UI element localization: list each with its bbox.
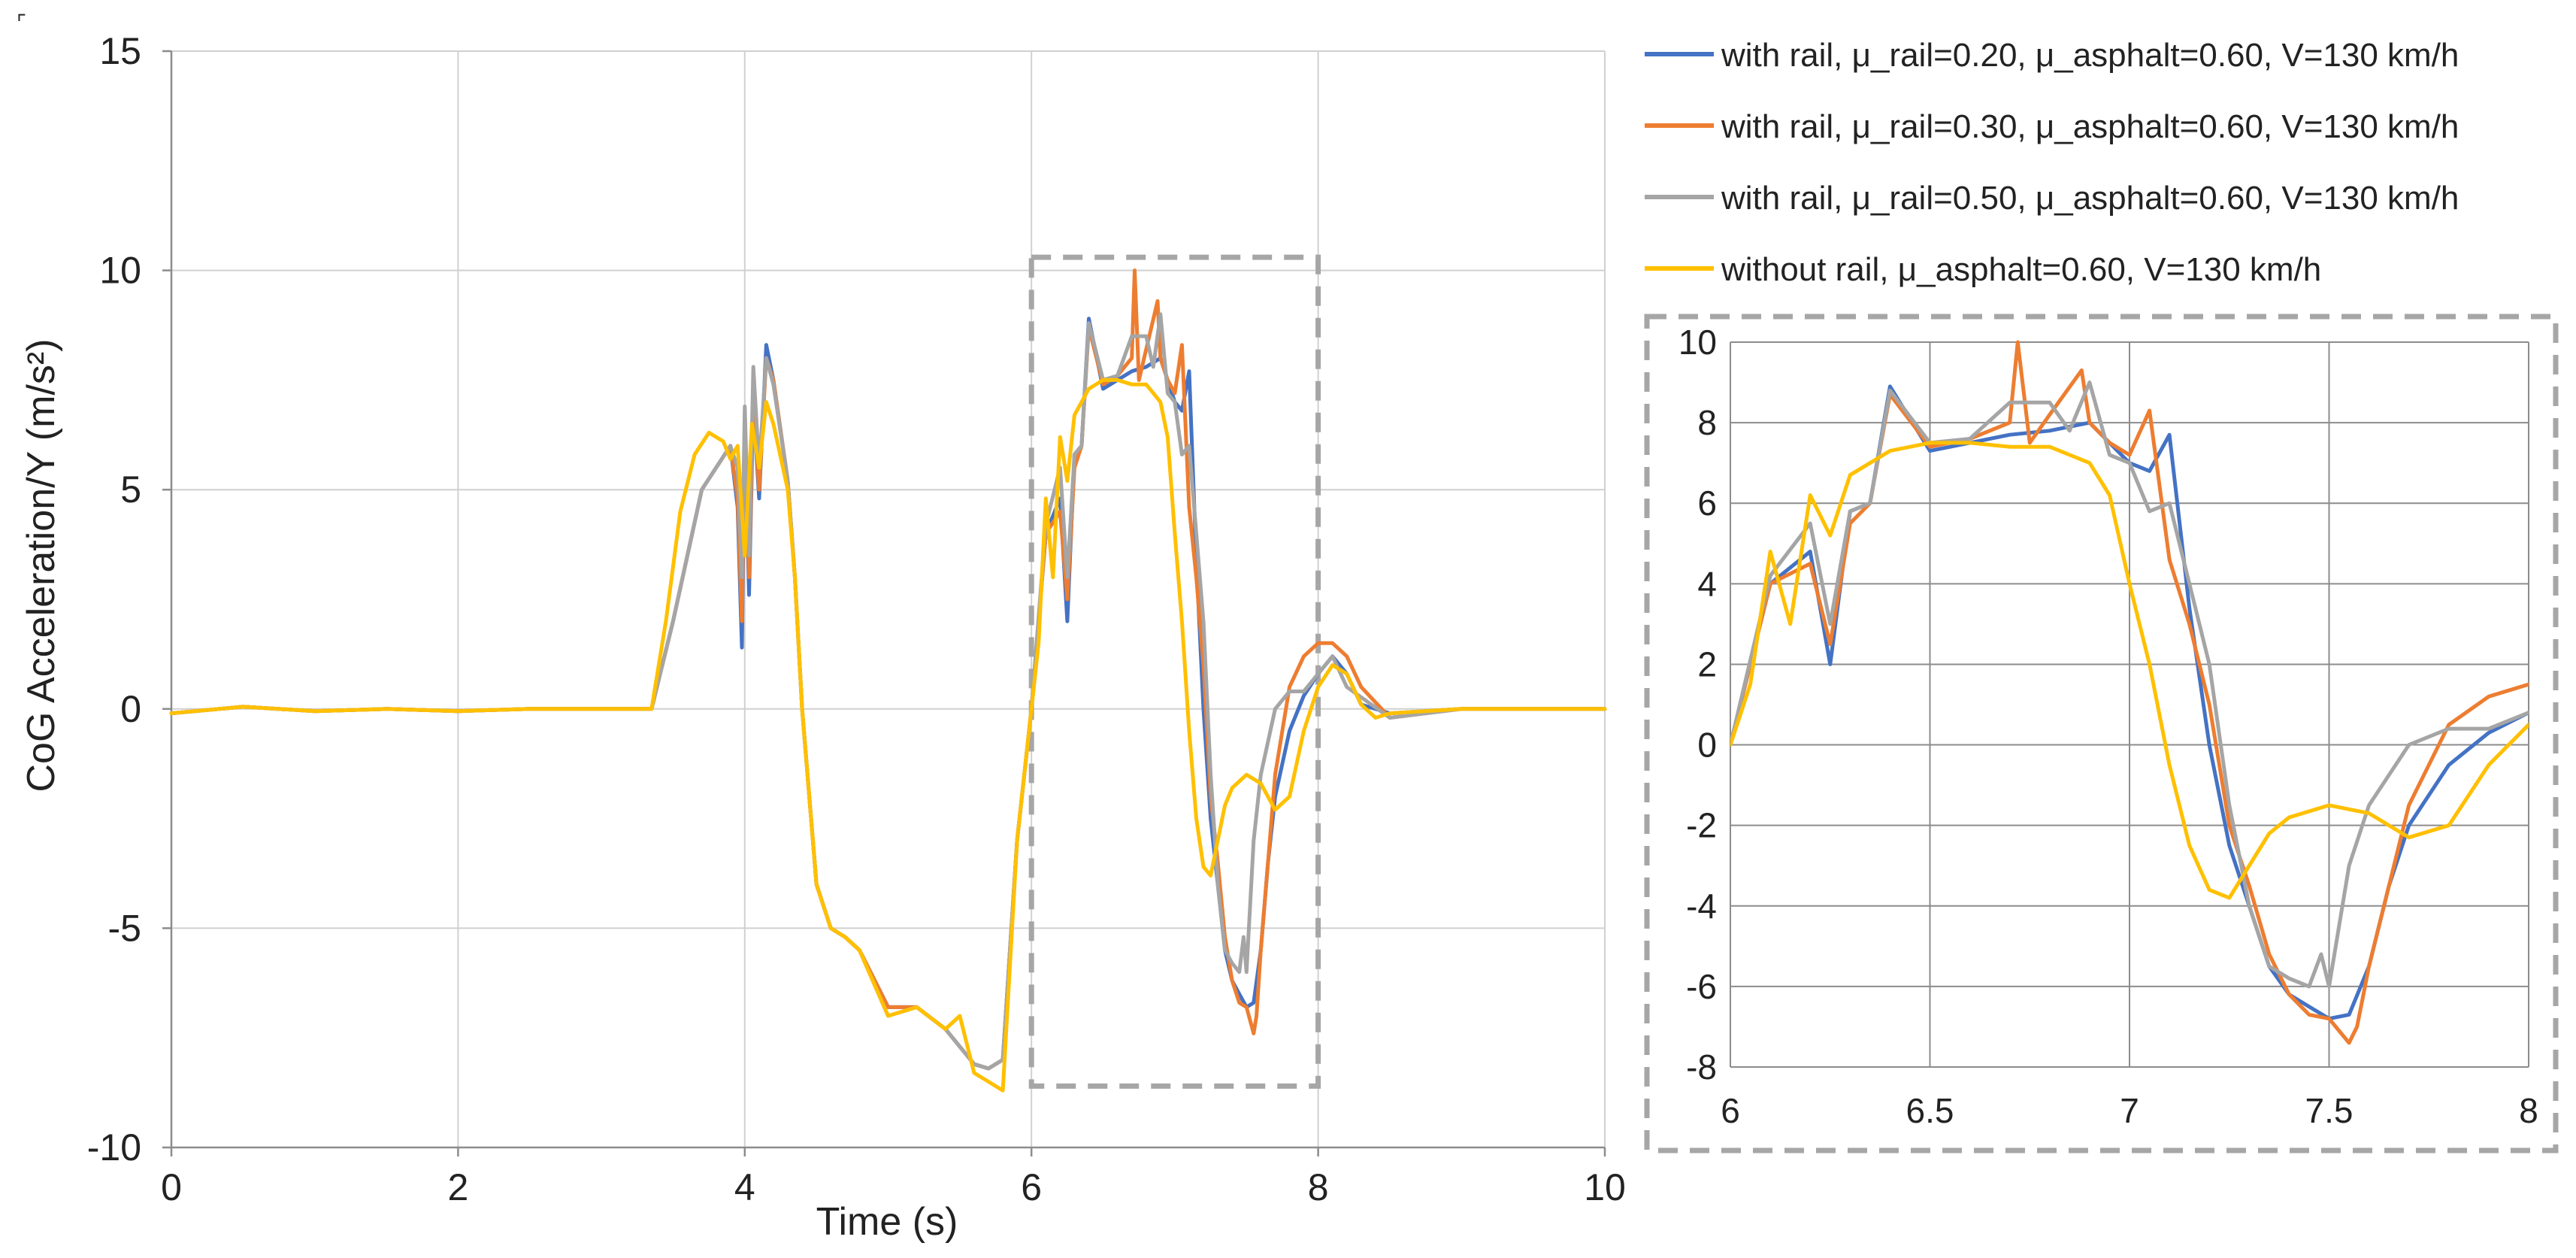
legend-label-1: with rail, μ_rail=0.20, μ_asphalt=0.60, … (1721, 37, 2459, 74)
inset-xtick-label-7: 7 (2120, 1091, 2139, 1130)
main-axes (162, 50, 1606, 1156)
inset-ytick-label-10: 10 (1678, 323, 1717, 362)
main-xtick-label-6: 6 (1021, 1166, 1042, 1208)
inset-series-group (1730, 340, 2529, 1045)
main-xtick-label-0: 0 (161, 1166, 182, 1208)
inset-ytick-label-8: 8 (1697, 403, 1717, 442)
main-ytick-label-5: -5 (108, 907, 141, 949)
inset-xtick-label-6-5: 6.5 (1906, 1091, 1954, 1130)
legend: with rail, μ_rail=0.20, μ_asphalt=0.60, … (1645, 37, 2459, 288)
main-ytick-label-10: 10 (99, 250, 141, 292)
inset-ytick-label-8: -8 (1686, 1047, 1717, 1087)
main-series-group (169, 268, 1607, 1093)
main-xtick-label-4: 4 (734, 1166, 755, 1208)
main-ytick-label-5: 5 (120, 468, 141, 511)
inset-ytick-label-6: -6 (1686, 967, 1717, 1006)
legend-label-2: with rail, μ_rail=0.30, μ_asphalt=0.60, … (1721, 108, 2459, 145)
inset-clipped-lines (1730, 340, 2529, 1045)
inset-series-line-4 (1730, 441, 2529, 900)
inset-xtick-label-7-5: 7.5 (2305, 1091, 2354, 1130)
corner-mark: ⌜ (17, 11, 26, 35)
main-ytick-label-15: 15 (99, 30, 141, 72)
x-axis-title: Time (s) (816, 1200, 958, 1244)
main-tick-labels: -10 -5 0 5 10 15 0 2 4 6 8 10 (87, 30, 1626, 1208)
inset-xtick-label-6: 6 (1721, 1091, 1740, 1130)
inset-tick-labels: -8 -6 -4 -2 0 2 4 6 8 10 6 6.5 7 7.5 8 (1678, 323, 2538, 1130)
inset-dashed-border (1644, 314, 2559, 1153)
inset-ytick-label-6: 6 (1697, 483, 1717, 523)
y-axis-title: CoG Acceleration/Y (m/s²) (20, 338, 63, 792)
legend-label-4: without rail, μ_asphalt=0.60, V=130 km/h (1721, 251, 2321, 288)
inset-ytick-label-4: 4 (1697, 564, 1717, 603)
legend-label-3: with rail, μ_rail=0.50, μ_asphalt=0.60, … (1721, 180, 2459, 217)
main-xtick-label-8: 8 (1308, 1166, 1329, 1208)
inset-ytick-label-0: 0 (1697, 726, 1717, 765)
main-xtick-label-2: 2 (447, 1166, 468, 1208)
inset-ytick-label-4: -4 (1686, 887, 1717, 926)
inset-series-line-3 (1730, 380, 2529, 989)
main-ytick-label-0: 0 (120, 688, 141, 730)
inset-frame (1644, 314, 2559, 1153)
inset-xtick-label-8: 8 (2519, 1091, 2538, 1130)
main-xtick-label-10: 10 (1584, 1166, 1626, 1208)
main-ytick-label-10: -10 (87, 1126, 141, 1169)
inset-ytick-label-2: -2 (1686, 806, 1717, 845)
main-series-line-4 (169, 377, 1607, 1093)
inset-ytick-label-2: 2 (1697, 644, 1717, 684)
